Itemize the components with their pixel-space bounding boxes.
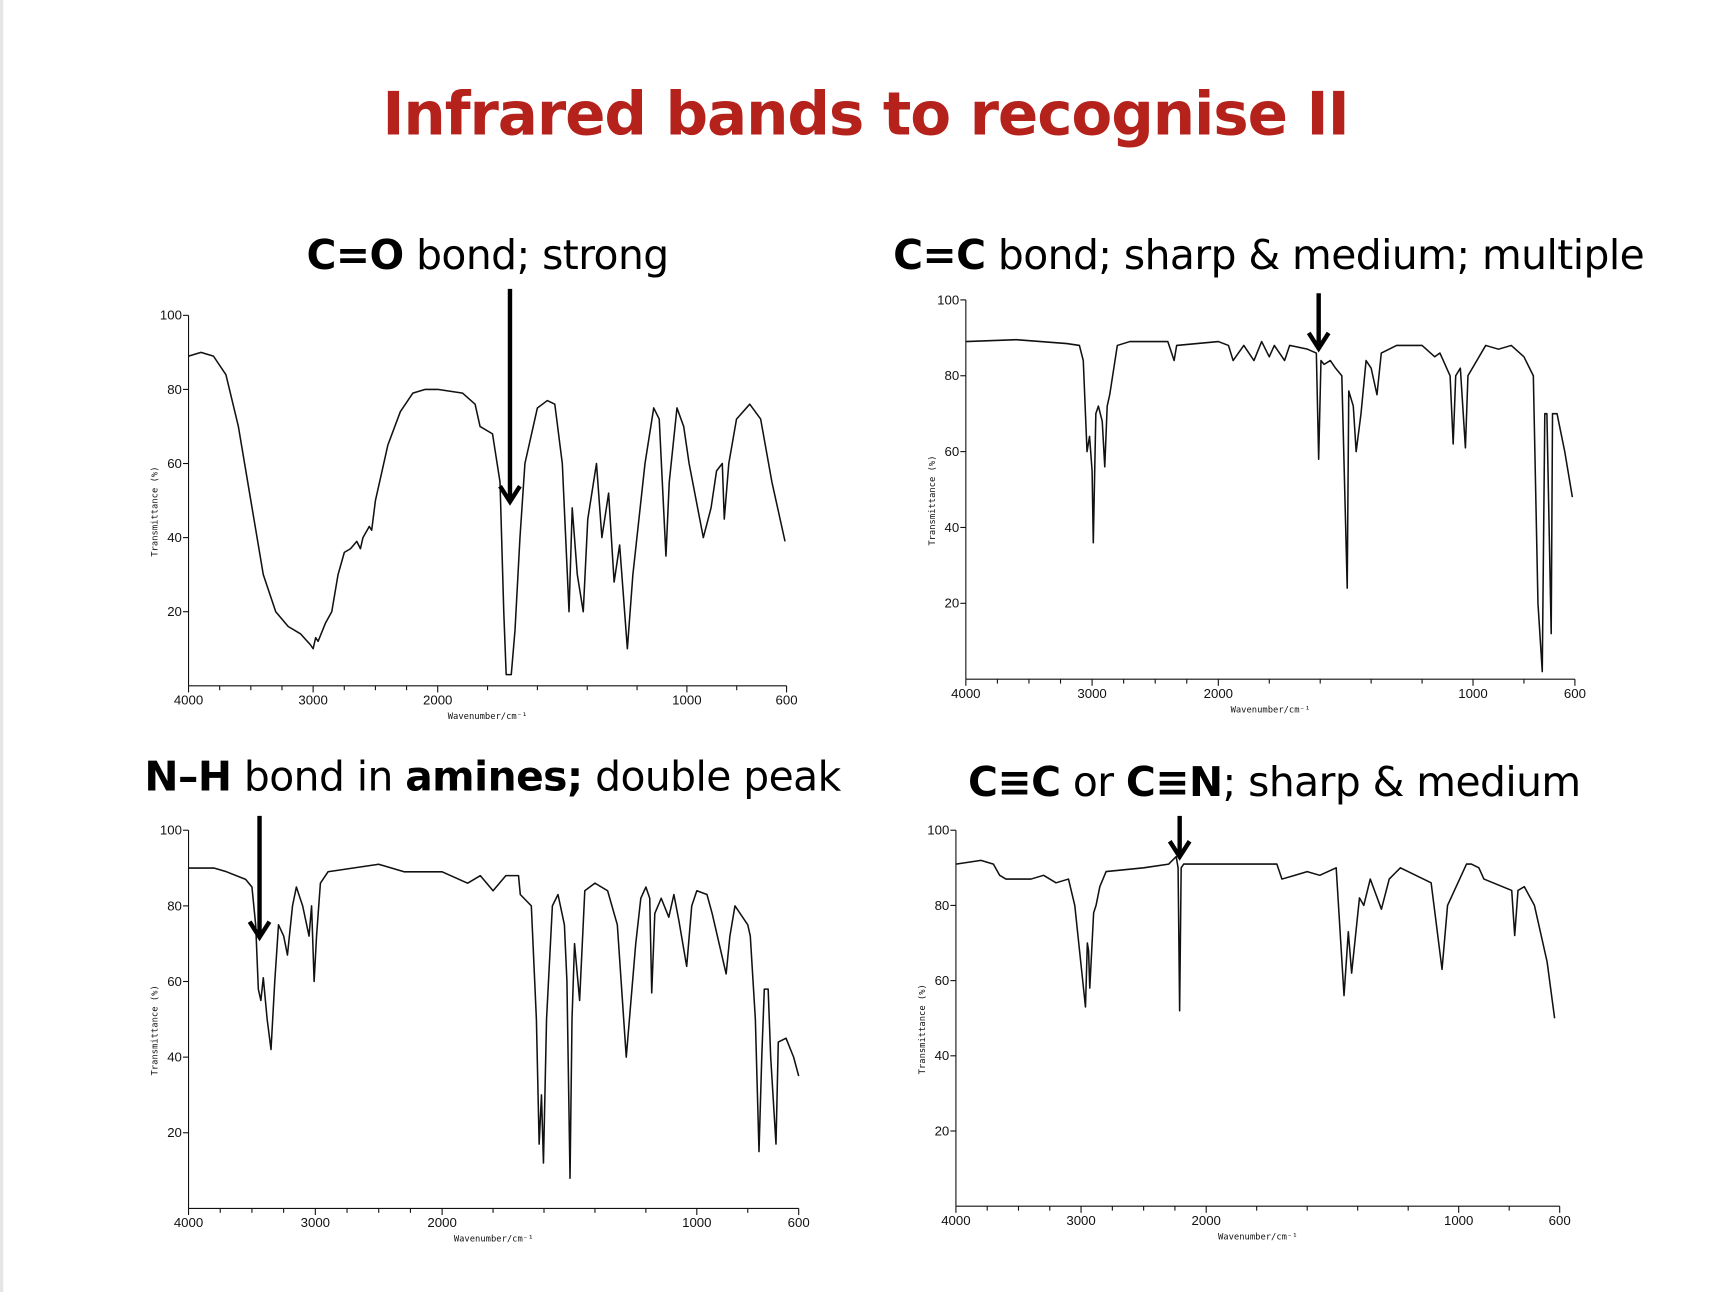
heading-part: C≡N	[1125, 758, 1223, 806]
x-tick-label: 3000	[1066, 1213, 1095, 1228]
y-tick-label: 80	[935, 898, 950, 913]
x-tick-label: 3000	[301, 1215, 330, 1230]
x-axis-title: Wavenumber/cm⁻¹	[448, 712, 528, 722]
panel-heading-alkene: C=C bond; sharp & medium; multiple	[893, 231, 1645, 279]
y-tick-label: 80	[167, 898, 182, 913]
heading-part: double peak	[582, 753, 841, 801]
down-arrow-icon	[1306, 293, 1331, 353]
y-tick-label: 20	[167, 1125, 182, 1140]
x-tick-label: 2000	[1204, 686, 1233, 701]
arrow-head	[1167, 840, 1192, 861]
x-axis-title: Wavenumber/cm⁻¹	[1218, 1232, 1298, 1242]
x-tick-label: 2000	[423, 693, 452, 708]
x-tick-label: 4000	[951, 686, 980, 701]
y-tick-label: 60	[167, 974, 182, 989]
spectrum-line	[188, 863, 800, 1179]
y-tick-label: 80	[945, 368, 960, 383]
y-tick-label: 100	[927, 823, 949, 838]
panel-heading-amine: N–H bond in amines; double peak	[144, 753, 841, 801]
x-tick-label: 600	[1564, 686, 1586, 701]
spectrum-line	[965, 338, 1574, 673]
x-tick-label: 3000	[1077, 686, 1106, 701]
heading-part: amines;	[405, 753, 583, 801]
arrow-head	[247, 920, 272, 942]
down-arrow-icon	[1167, 815, 1192, 861]
x-tick-label: 1000	[1458, 686, 1487, 701]
heading-part: bond; sharp & medium; multiple	[985, 231, 1645, 279]
ir-chart-0: 100 80 60 40 20 4000 3000 2000 1000 600 Wavenumber…	[151, 288, 798, 722]
y-tick-label: 40	[167, 1050, 182, 1065]
arrow-head	[1306, 331, 1331, 353]
x-tick-label: 4000	[174, 693, 203, 708]
y-tick-label: 100	[160, 308, 182, 323]
spectrum-line	[955, 855, 1556, 1019]
heading-part: bond; strong	[403, 231, 669, 279]
x-axis-title: Wavenumber/cm⁻¹	[454, 1234, 534, 1244]
y-tick-label: 60	[945, 444, 960, 459]
y-tick-label: 60	[167, 456, 182, 471]
heading-part: C=O	[306, 231, 405, 279]
x-tick-label: 1000	[672, 693, 701, 708]
y-tick-label: 80	[167, 382, 182, 397]
y-tick-label: 20	[945, 596, 960, 611]
y-tick-label: 100	[937, 292, 959, 307]
x-tick-label: 1000	[682, 1215, 711, 1230]
arrow-head	[498, 485, 522, 506]
x-tick-label: 4000	[941, 1213, 970, 1228]
heading-part: ; sharp & medium	[1222, 758, 1582, 806]
panel-heading-nitrile: C≡C or C≡N; sharp & medium	[968, 759, 1581, 806]
x-tick-label: 4000	[174, 1215, 203, 1230]
x-tick-label: 3000	[298, 693, 327, 708]
x-tick-label: 1000	[1444, 1213, 1473, 1228]
down-arrow-icon	[247, 815, 272, 942]
down-arrow-icon	[498, 288, 522, 506]
y-tick-label: 60	[935, 973, 950, 988]
heading-part: or	[1060, 758, 1126, 806]
y-tick-label: 100	[160, 823, 182, 838]
ir-chart-1: 100 80 60 40 20 4000 3000 2000 1000 600 Wavenumber…	[928, 292, 1586, 715]
ir-chart-2: 100 80 60 40 20 4000 3000 2000 1000 600 Wavenumber…	[151, 815, 810, 1244]
y-axis-title: Transmittance (%)	[918, 984, 928, 1074]
ir-chart-3: 100 80 60 40 20 4000 3000 2000 1000 600 Wavenumber…	[918, 815, 1571, 1242]
x-axis-title: Wavenumber/cm⁻¹	[1231, 705, 1311, 715]
x-tick-label: 600	[1549, 1213, 1571, 1228]
y-tick-label: 40	[167, 530, 182, 545]
panel-heading-carbonyl: C=O bond; strong	[306, 231, 670, 279]
heading-part: N–H	[144, 753, 232, 801]
y-tick-label: 20	[935, 1123, 950, 1138]
y-tick-label: 40	[945, 520, 960, 535]
y-tick-label: 40	[935, 1048, 950, 1063]
y-axis-title: Transmittance (%)	[151, 466, 161, 556]
x-tick-label: 600	[788, 1215, 810, 1230]
y-axis-title: Transmittance (%)	[928, 455, 938, 545]
x-tick-label: 600	[776, 693, 798, 708]
x-tick-label: 2000	[1191, 1213, 1220, 1228]
slide-title: Infrared bands to recognise II	[382, 79, 1349, 149]
slide-edge	[0, 0, 4, 1292]
heading-part: bond in	[231, 753, 406, 801]
x-tick-label: 2000	[427, 1215, 456, 1230]
heading-part: C=C	[893, 231, 986, 279]
y-tick-label: 20	[167, 604, 182, 619]
heading-part: C≡C	[968, 758, 1061, 806]
y-axis-title: Transmittance (%)	[151, 985, 161, 1075]
spectrum-line	[188, 351, 786, 676]
